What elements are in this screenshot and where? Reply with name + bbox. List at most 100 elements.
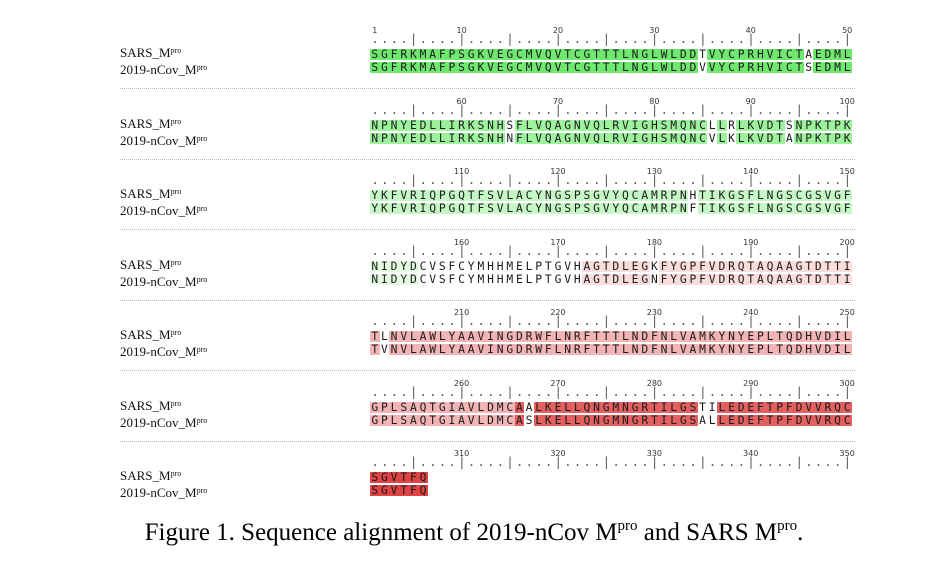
residue: K (813, 131, 824, 145)
residue: G (794, 272, 804, 286)
residue: N (659, 330, 669, 343)
residue: L (842, 343, 852, 356)
residue: D (514, 343, 525, 356)
alignment-block: SARS_Mpro 2019-nCov_Mpro 110 120 130 140 150..… (0, 146, 948, 230)
residue: T (649, 400, 660, 414)
residue: D (823, 343, 833, 356)
residue: P (832, 131, 843, 145)
residue: S (562, 202, 573, 215)
residue: F (476, 189, 486, 202)
sars-mpro-label: SARS_Mpro (120, 256, 182, 272)
residue: S (524, 413, 534, 427)
residue: I (774, 48, 785, 61)
residue: T (611, 330, 621, 343)
residue: A (639, 189, 650, 202)
residue: S (736, 202, 746, 215)
ruler-number: 180 (646, 237, 663, 247)
residue: S (784, 189, 795, 202)
residue: I (832, 343, 843, 356)
ruler-number: 160 (453, 237, 470, 247)
residue: V (564, 259, 572, 273)
residue: V (533, 61, 544, 74)
residue: N (765, 189, 775, 202)
residue: A (755, 259, 766, 273)
residue: N (630, 61, 640, 74)
residue: M (697, 343, 708, 356)
residue: Y (717, 343, 727, 356)
residue: S (485, 189, 496, 202)
residue: P (437, 189, 448, 202)
residue: D (794, 400, 804, 414)
residue: A (418, 343, 428, 356)
alignment-block: SARS_Mpro 2019-nCov_Mpro 310 320 330 340 350..… (120, 449, 855, 500)
residue: I (485, 330, 496, 343)
residue: K (842, 131, 852, 145)
residue: R (745, 48, 756, 61)
residue: L (717, 118, 727, 132)
residue: V (466, 413, 477, 427)
residue: S (813, 189, 824, 202)
residue: I (707, 189, 718, 202)
residue: N (620, 413, 631, 427)
residue: D (765, 131, 775, 145)
residue: E (516, 259, 523, 273)
block-divider (120, 370, 855, 371)
residue: S (370, 484, 380, 497)
residue: A (774, 272, 785, 286)
residue: R (639, 413, 650, 427)
residue: I (379, 272, 390, 286)
residue: T (601, 61, 611, 74)
residue: C (458, 272, 465, 286)
residue: T (803, 272, 814, 286)
residue: C (419, 272, 427, 286)
residue: E (745, 343, 756, 356)
ncov-mpro-label: 2019-nCov_Mpro (120, 203, 208, 218)
residue: N (591, 400, 602, 414)
ruler-number: 300 (839, 378, 855, 388)
residue: V (389, 471, 399, 484)
residue: F (543, 330, 554, 343)
residue: G (601, 400, 611, 414)
residue: T (562, 61, 573, 74)
residue: G (504, 61, 515, 74)
residue: F (688, 202, 698, 215)
residue: V (495, 202, 505, 215)
ncov-mpro-label: 2019-nCov_Mpro (120, 485, 208, 500)
residue: F (842, 189, 852, 202)
residue: R (823, 413, 833, 427)
residue: A (784, 131, 795, 145)
residue: N (562, 330, 573, 343)
residue: L (504, 189, 515, 202)
residue: V (485, 48, 496, 61)
residue: S (370, 471, 380, 484)
ncov-mpro-label: 2019-nCov_Mpro (120, 62, 208, 77)
residue: L (601, 118, 611, 132)
residue: R (456, 118, 467, 132)
residue: V (765, 48, 775, 61)
residue: F (389, 48, 399, 61)
residue: V (755, 118, 766, 132)
residue: T (611, 61, 621, 74)
ruler-number: 10 (456, 26, 467, 35)
residue: N (630, 330, 640, 343)
residue: K (379, 202, 390, 215)
residue: G (630, 413, 640, 427)
block-divider (120, 440, 855, 442)
residue: N (630, 48, 640, 61)
residue: Y (717, 48, 727, 61)
ruler-number: 130 (646, 167, 663, 176)
residue: D (678, 48, 689, 61)
residue: H (495, 118, 505, 132)
residue: C (514, 48, 525, 61)
residue: D (389, 259, 399, 273)
residue: P (535, 272, 543, 286)
residue: N (765, 202, 775, 215)
residue: G (774, 202, 785, 215)
residue: E (745, 400, 756, 414)
residue: V (476, 343, 486, 356)
residue: G (591, 272, 602, 286)
residue: V (707, 259, 718, 273)
residue: L (717, 400, 727, 414)
residue: Q (765, 259, 775, 273)
residue: T (601, 343, 611, 356)
